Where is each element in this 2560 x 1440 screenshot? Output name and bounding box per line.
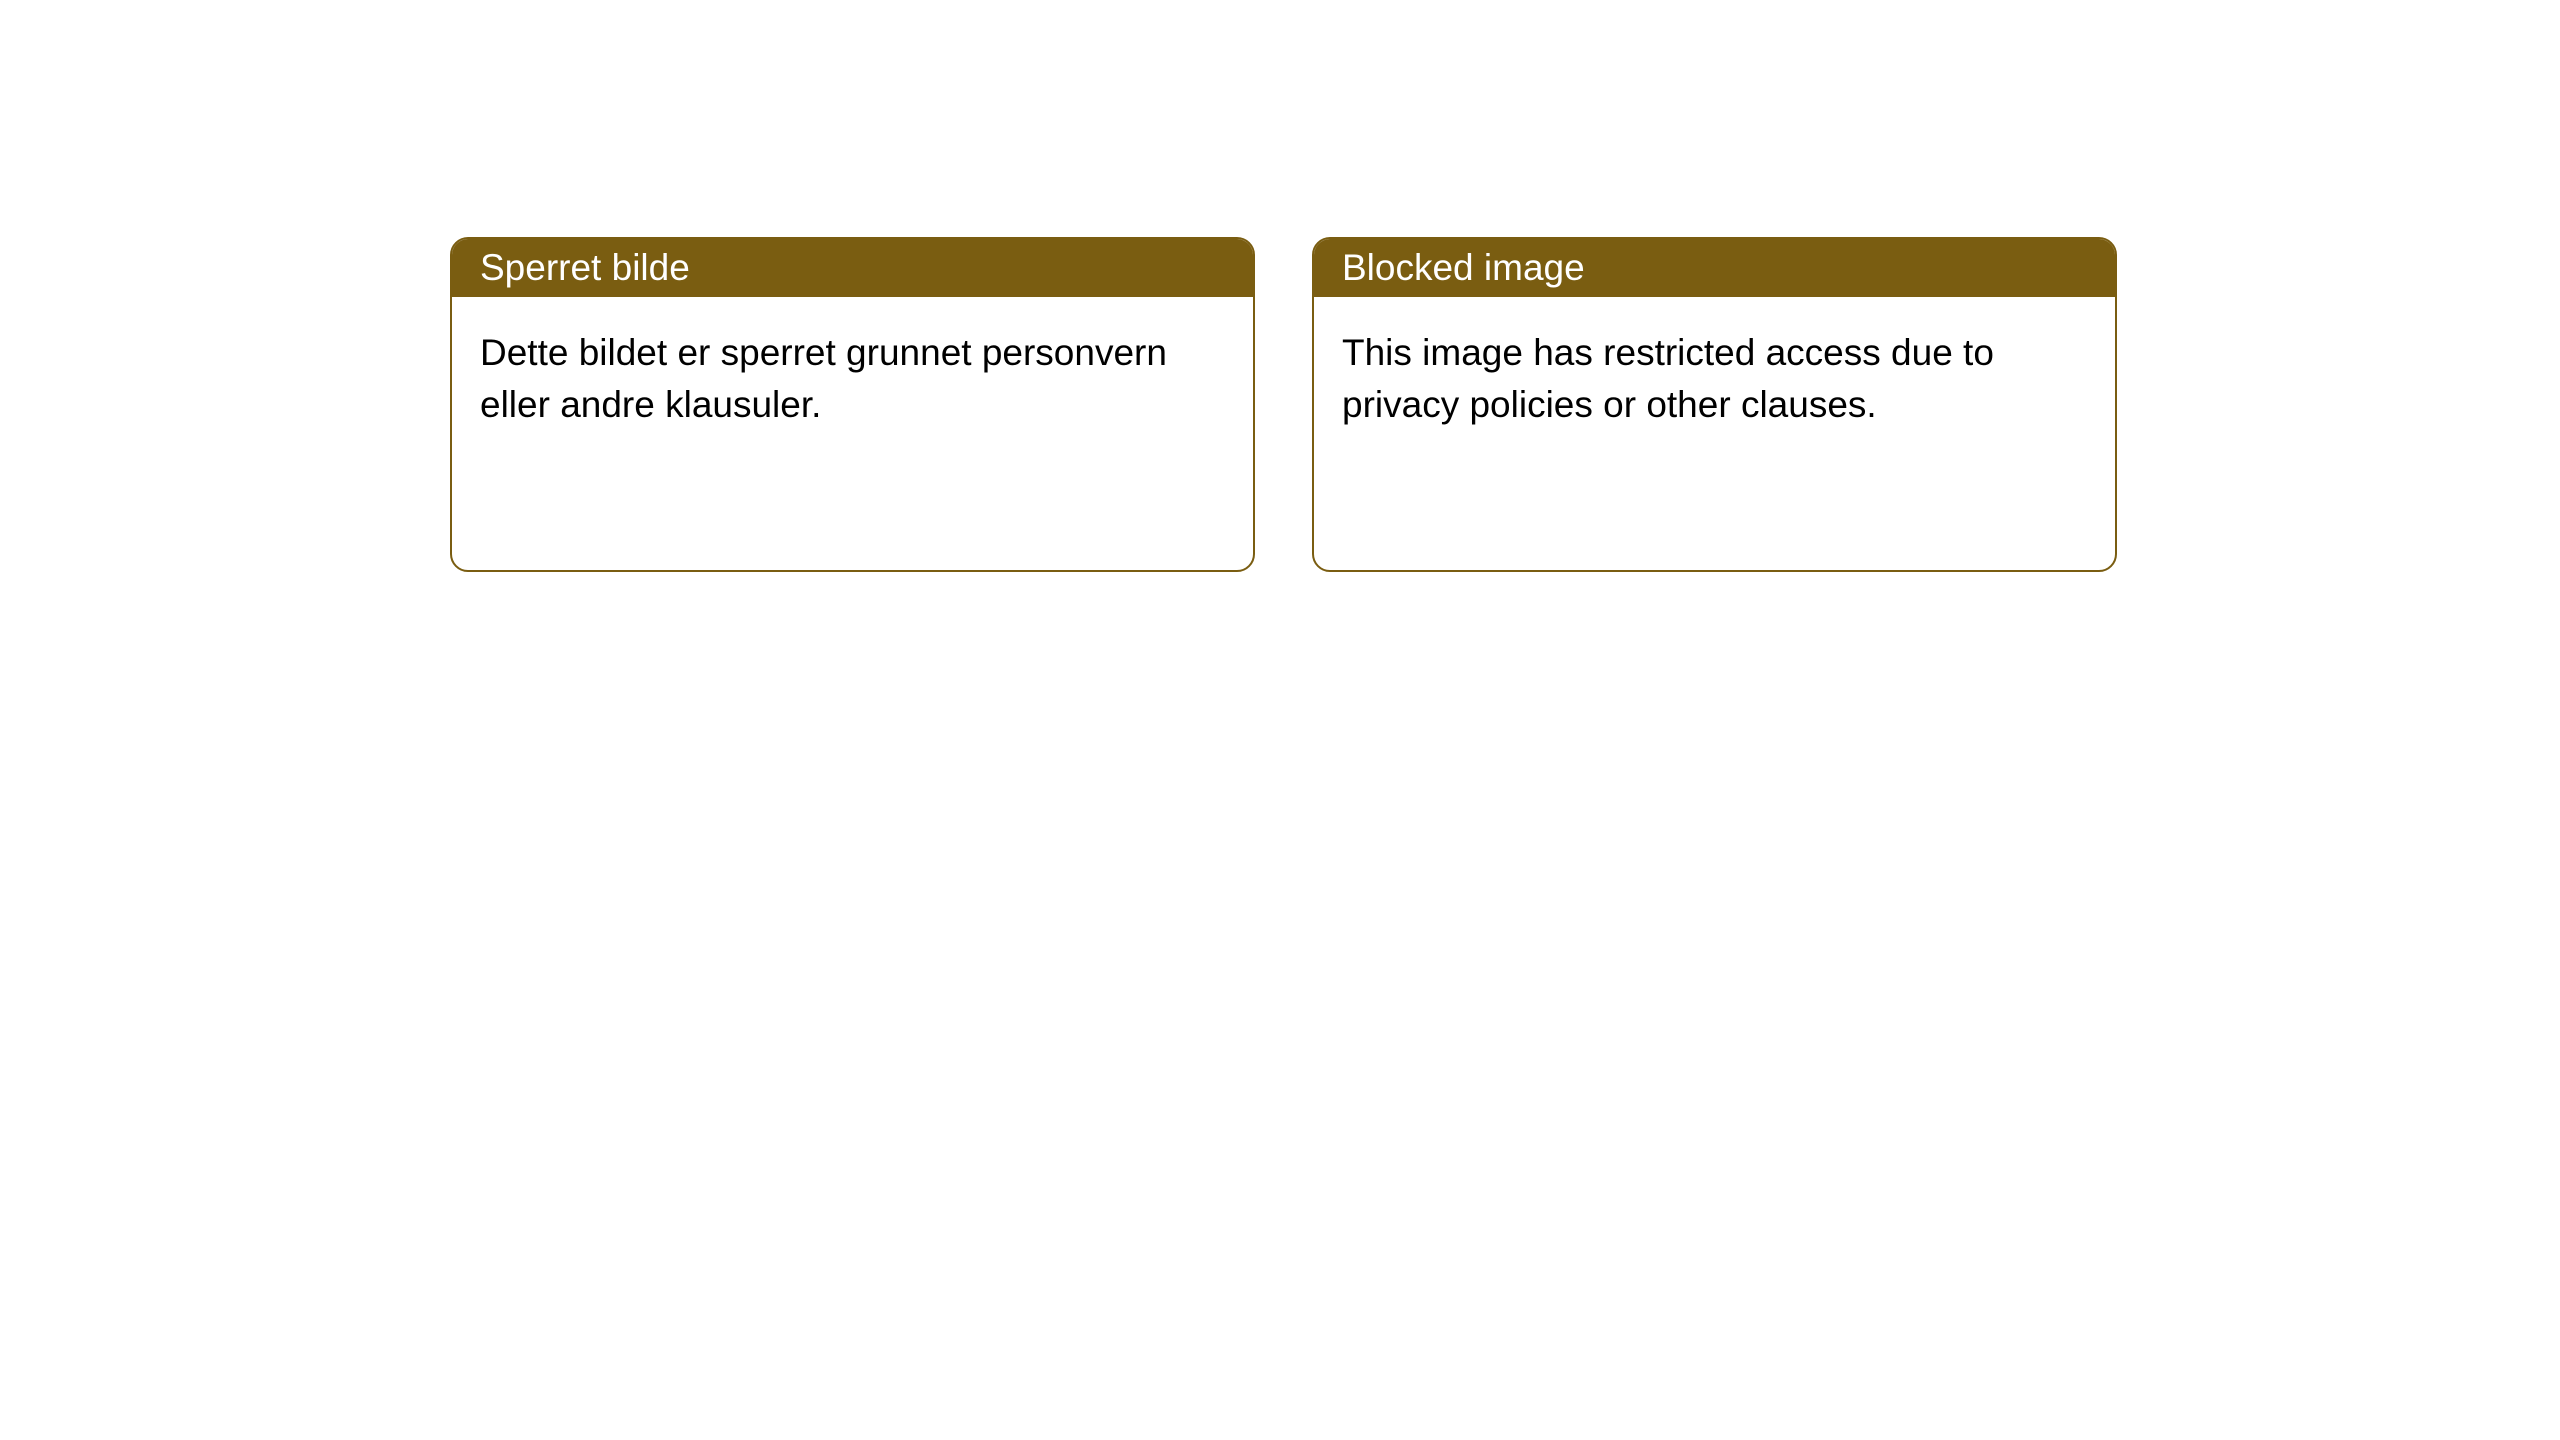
- notice-title-english: Blocked image: [1342, 247, 1585, 288]
- notice-box-norwegian: Sperret bilde Dette bildet er sperret gr…: [450, 237, 1255, 572]
- notice-text-english: This image has restricted access due to …: [1342, 332, 1994, 425]
- notice-text-norwegian: Dette bildet er sperret grunnet personve…: [480, 332, 1167, 425]
- notice-body-norwegian: Dette bildet er sperret grunnet personve…: [452, 297, 1253, 461]
- notice-header-norwegian: Sperret bilde: [452, 239, 1253, 297]
- notice-container: Sperret bilde Dette bildet er sperret gr…: [450, 237, 2117, 572]
- notice-body-english: This image has restricted access due to …: [1314, 297, 2115, 461]
- notice-title-norwegian: Sperret bilde: [480, 247, 690, 288]
- notice-header-english: Blocked image: [1314, 239, 2115, 297]
- notice-box-english: Blocked image This image has restricted …: [1312, 237, 2117, 572]
